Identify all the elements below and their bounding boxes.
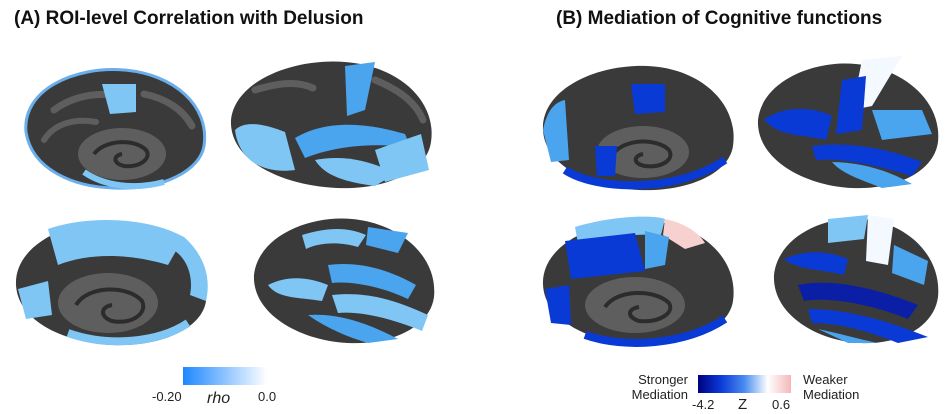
brain-b-bottom-lateral (768, 205, 946, 355)
brain-a-bottom-medial (8, 205, 218, 355)
brain-b-bottom-medial (535, 205, 745, 355)
panel-b-title: (B) Mediation of Cognitive functions (556, 8, 883, 29)
panel-a-colorbar-gradient (183, 367, 267, 385)
panel-b-colorbar-gradient (698, 375, 791, 393)
brain-b-top-lateral (752, 50, 946, 200)
panel-a-colorbar-variable: rho (207, 390, 231, 407)
panel-b-colorbar-variable: Z (738, 396, 748, 413)
brain-a-top-medial (14, 50, 214, 200)
panel-b-colorbar-max-label: 0.6 (772, 397, 791, 412)
panel-b-left-label-line2: Mediation (631, 387, 688, 402)
panel-b-left-label: Stronger Mediation (631, 372, 688, 402)
panel-a-title: (A) ROI-level Correlation with Delusion (14, 8, 364, 29)
panel-b-colorbar-min-label: -4.2 (692, 397, 715, 412)
panel-a-colorbar-min-label: -0.20 (152, 389, 182, 404)
panel-a-colorbar (183, 367, 267, 385)
panel-b-right-label: Weaker Mediation (803, 372, 859, 402)
panel-b-left-label-line1: Stronger (638, 372, 688, 387)
panel-b-colorbar (698, 375, 791, 393)
brain-b-top-medial (535, 50, 745, 200)
brain-a-bottom-lateral (248, 205, 443, 355)
panel-b-right-label-line2: Mediation (803, 387, 860, 402)
panel-a-colorbar-max-label: 0.0 (258, 389, 277, 404)
brain-a-top-lateral (225, 50, 440, 200)
panel-b-right-label-line1: Weaker (803, 372, 848, 387)
